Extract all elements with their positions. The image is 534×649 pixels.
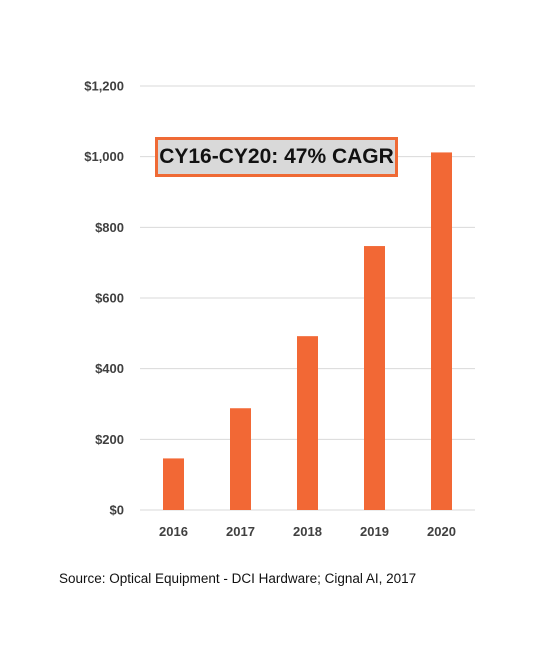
y-tick-label: $600	[95, 291, 124, 306]
x-tick-label: 2018	[293, 524, 322, 539]
bar-2018	[297, 336, 318, 510]
y-axis-ticks: $0 $200 $400 $600 $800 $1,000 $1,200	[84, 79, 124, 518]
x-tick-label: 2020	[427, 524, 456, 539]
source-note: Source: Optical Equipment - DCI Hardware…	[59, 571, 417, 586]
cagr-annotation: CY16-CY20: 47% CAGR	[155, 137, 398, 177]
bar-2017	[230, 408, 251, 510]
bars	[163, 152, 452, 510]
y-tick-label: $800	[95, 220, 124, 235]
y-tick-label: $200	[95, 432, 124, 447]
bar-2016	[163, 458, 184, 510]
bar-2020	[431, 152, 452, 510]
y-tick-label: $400	[95, 361, 124, 376]
bar-2019	[364, 246, 385, 510]
x-axis-ticks: 2016 2017 2018 2019 2020	[159, 524, 456, 539]
y-tick-label: $1,200	[84, 79, 124, 94]
x-tick-label: 2016	[159, 524, 188, 539]
y-tick-label: $0	[110, 503, 124, 518]
cagr-annotation-text: CY16-CY20: 47% CAGR	[159, 145, 394, 168]
x-tick-label: 2019	[360, 524, 389, 539]
y-tick-label: $1,000	[84, 149, 124, 164]
x-tick-label: 2017	[226, 524, 255, 539]
